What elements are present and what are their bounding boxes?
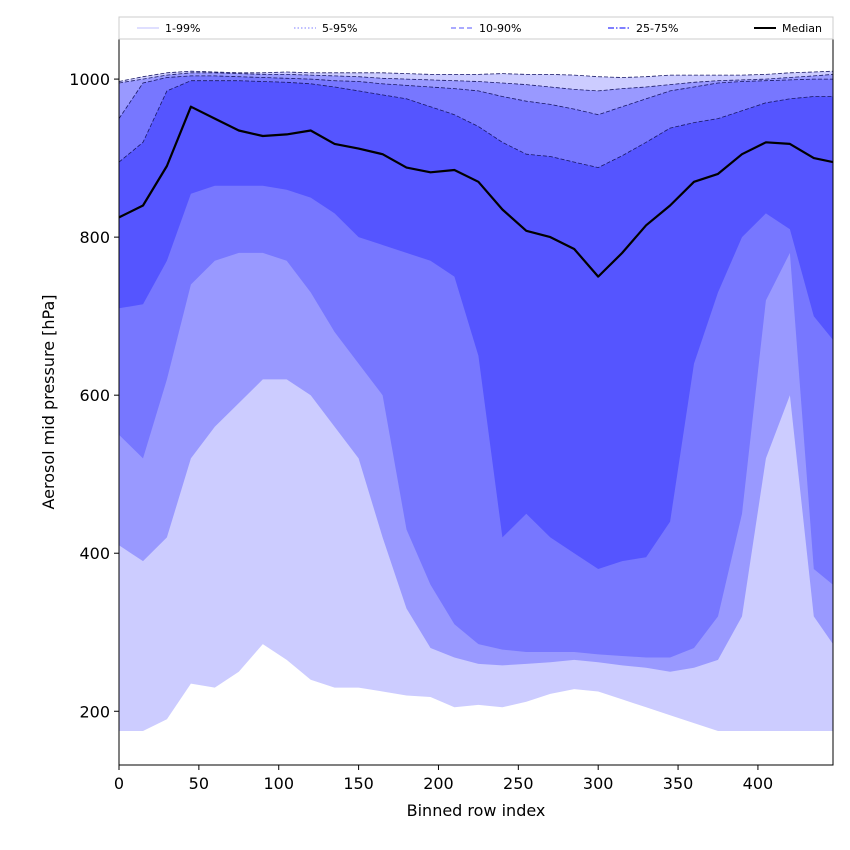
x-axis-label: Binned row index xyxy=(407,801,546,820)
band-25-75% xyxy=(119,80,833,569)
y-tick-label: 400 xyxy=(79,544,110,563)
legend-label-Median: Median xyxy=(782,22,822,35)
legend: 1-99% 5-95% 10-90% 25-75% Median xyxy=(118,16,834,40)
percentile-bands xyxy=(119,70,833,731)
legend-label-5-95%: 5-95% xyxy=(322,22,357,35)
x-tick-label: 50 xyxy=(189,774,209,793)
y-axis: 200 400 600 800 1000 xyxy=(69,70,119,721)
median-layer xyxy=(119,105,833,278)
x-axis: 0 50 100 150 200 250 300 350 400 xyxy=(114,765,773,793)
band-upper-edge-5-95% xyxy=(119,72,833,92)
y-axis-label: Aerosol mid pressure [hPa] xyxy=(39,294,58,509)
x-tick-label: 0 xyxy=(114,774,124,793)
legend-label-25-75%: 25-75% xyxy=(636,22,678,35)
legend-label-10-90%: 10-90% xyxy=(479,22,521,35)
band-upper-edge-25-75% xyxy=(119,80,833,169)
x-tick-label: 250 xyxy=(503,774,534,793)
x-tick-label: 200 xyxy=(423,774,454,793)
legend-label-1-99%: 1-99% xyxy=(165,22,200,35)
y-tick-label: 200 xyxy=(79,702,110,721)
y-tick-label: 600 xyxy=(79,386,110,405)
band-upper-edge-1-99% xyxy=(119,70,833,82)
x-tick-label: 100 xyxy=(263,774,294,793)
x-tick-label: 400 xyxy=(743,774,774,793)
band-upper-edge-10-90% xyxy=(119,75,833,119)
x-tick-label: 300 xyxy=(583,774,614,793)
x-tick-label: 350 xyxy=(663,774,694,793)
legend-box xyxy=(118,16,834,40)
median-line xyxy=(119,105,833,278)
y-tick-label: 800 xyxy=(79,228,110,247)
y-tick-label: 1000 xyxy=(69,70,110,89)
x-tick-label: 150 xyxy=(343,774,374,793)
